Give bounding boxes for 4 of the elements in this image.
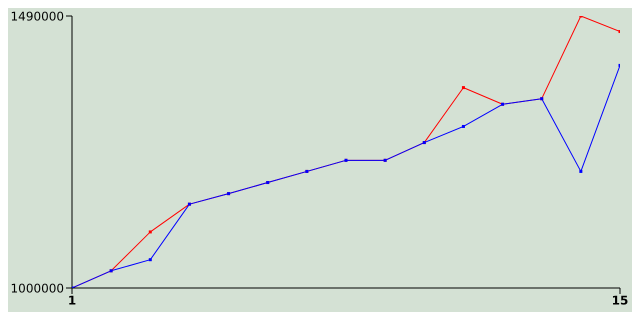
y-tick-label: 1490000: [10, 9, 64, 24]
y-tick-label: 1000000: [10, 281, 64, 296]
x-tick-label: 1: [68, 294, 76, 308]
x-tick-label: 15: [612, 294, 628, 308]
